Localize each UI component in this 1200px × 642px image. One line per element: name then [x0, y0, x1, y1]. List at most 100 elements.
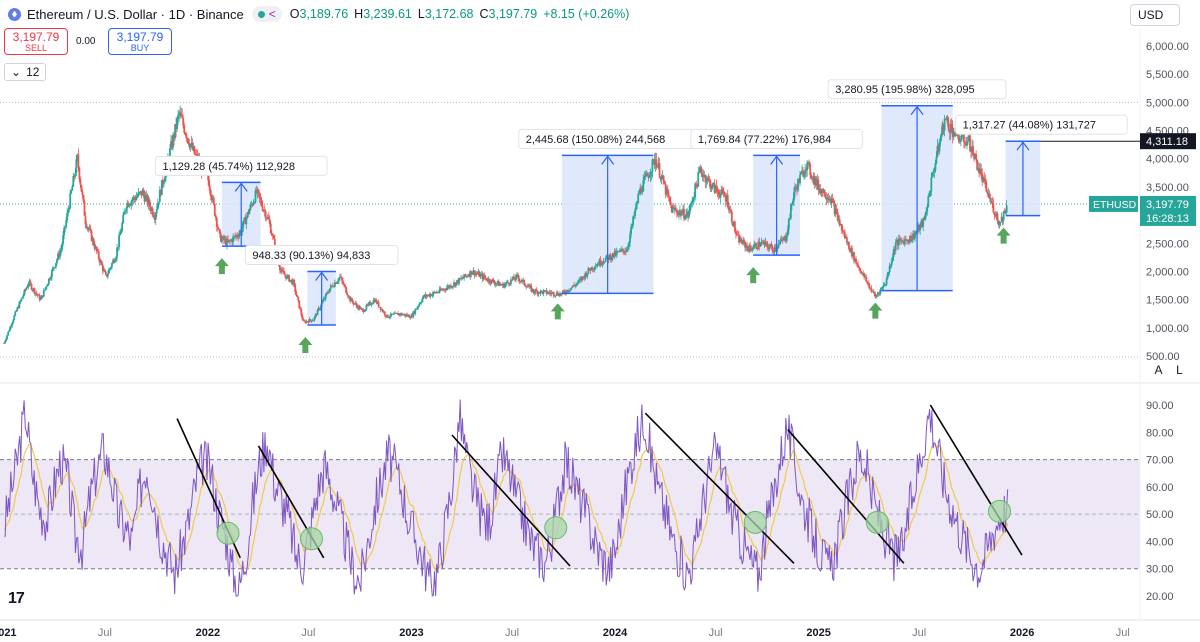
candle-body [41, 295, 44, 297]
candle-body [400, 313, 402, 315]
currency-select[interactable]: USD [1130, 4, 1180, 26]
candle-body [675, 209, 678, 213]
candle-body [63, 227, 66, 236]
candle-body [211, 197, 214, 201]
candle-body [642, 180, 645, 192]
candle-body [567, 290, 569, 292]
candle-body [494, 283, 497, 285]
candle-body [175, 124, 177, 129]
candle-body [720, 189, 723, 194]
candle-body [704, 175, 707, 183]
candle-body [792, 200, 794, 204]
candle-body [297, 296, 300, 301]
candle-body [695, 183, 698, 185]
price-tick-label: 6,000.00 [1146, 41, 1189, 53]
candle-body [981, 173, 984, 182]
candle-body [38, 294, 41, 300]
candle-body [541, 291, 544, 294]
candle-body [330, 285, 333, 287]
candle-body [886, 273, 889, 279]
buy-button[interactable]: 3,197.79 BUY [108, 28, 172, 55]
candle-body [514, 279, 516, 281]
candle-body [207, 175, 210, 186]
candle-body [253, 202, 256, 204]
sell-button[interactable]: 3,197.79 SELL [4, 28, 68, 55]
countdown-label: 16:28:13 [1146, 213, 1189, 225]
log-scale-button[interactable]: L [1176, 363, 1183, 377]
candle-body [290, 279, 293, 281]
candle-body [557, 295, 560, 297]
candle-body [391, 313, 394, 315]
candle-body [295, 291, 298, 295]
candle-body [920, 221, 923, 225]
candle-body [6, 335, 9, 339]
candle-body [810, 175, 813, 178]
candle-body [80, 184, 83, 192]
candle-body [355, 303, 358, 306]
candle-body [214, 215, 217, 218]
candle-body [763, 241, 766, 246]
candle-body [768, 246, 771, 250]
market-status[interactable]: < [251, 6, 282, 22]
candle-body [397, 313, 399, 316]
candle-body [147, 199, 150, 205]
candle-body [875, 295, 878, 298]
candle-body [429, 294, 432, 297]
candle-body [697, 172, 700, 187]
candle-body [847, 241, 850, 249]
candle-body [911, 239, 913, 242]
candle-body [316, 309, 319, 316]
candle-body [326, 292, 329, 294]
candle-body [327, 292, 330, 294]
candle-body [154, 213, 157, 220]
candle-body [388, 316, 391, 318]
candle-body [658, 163, 661, 178]
candle-body [188, 143, 191, 148]
candle-body [913, 233, 915, 239]
candle-body [232, 236, 234, 243]
candle-body [977, 168, 980, 171]
candle-body [731, 221, 734, 227]
candle-body [189, 144, 192, 148]
candle-body [923, 218, 926, 221]
candle-body [315, 314, 318, 316]
candle-body [325, 292, 328, 295]
candle-body [536, 290, 539, 295]
candle-body [793, 192, 795, 201]
candle-body [841, 230, 844, 232]
candle-body [765, 241, 768, 244]
candle-body [679, 210, 681, 213]
candle-body [855, 258, 857, 264]
candle-body [245, 217, 248, 225]
candle-body [433, 291, 436, 293]
candle-body [127, 202, 130, 207]
candle-body [904, 239, 907, 241]
rsi-tick-label: 90.00 [1146, 400, 1174, 412]
candle-body [577, 280, 580, 284]
candle-body [944, 118, 947, 120]
candle-body [651, 159, 654, 172]
candle-body [318, 308, 321, 310]
candle-body [921, 221, 924, 227]
candle-body [687, 211, 689, 217]
candle-body [971, 146, 973, 152]
candle-body [104, 272, 107, 275]
candle-body [155, 209, 158, 214]
auto-scale-button[interactable]: A [1154, 363, 1163, 377]
candle-body [657, 163, 660, 167]
market-open-icon [257, 10, 265, 18]
indicators-toggle[interactable]: ⌄ 12 [4, 63, 47, 81]
chart-header: Ethereum / U.S. Dollar · 1D · Binance < … [0, 0, 1140, 28]
candle-body [750, 248, 753, 251]
candle-body [985, 181, 988, 192]
candle-body [81, 191, 84, 195]
candle-body [643, 176, 646, 181]
candle-body [960, 134, 963, 140]
candle-body [470, 271, 473, 275]
candle-body [219, 233, 222, 242]
target-price-label-bg [1140, 133, 1196, 150]
symbol-title[interactable]: Ethereum / U.S. Dollar · 1D · Binance [27, 6, 244, 22]
candle-body [460, 278, 462, 280]
candle-body [116, 248, 118, 258]
